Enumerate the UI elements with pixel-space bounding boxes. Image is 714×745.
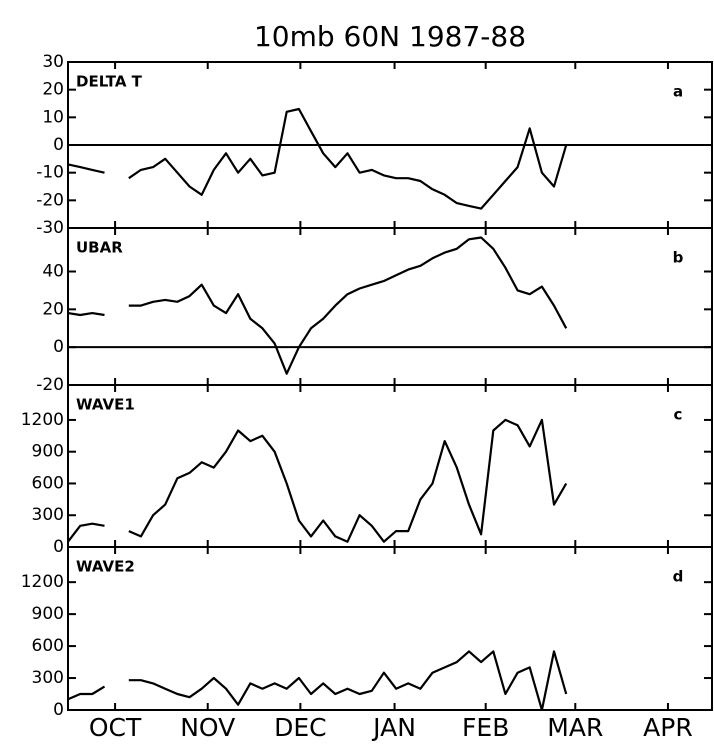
x-tick-label: APR [643, 713, 693, 742]
y-tick-label: 900 [32, 442, 64, 462]
y-tick-label: -20 [36, 190, 64, 210]
data-line [67, 236, 568, 375]
x-tick-label: OCT [89, 713, 142, 742]
y-tick-label: 900 [32, 604, 64, 624]
panel-frame [67, 384, 713, 548]
y-tick-label: -10 [36, 163, 64, 183]
panel-label: DELTA T [76, 73, 143, 91]
x-tick-label: NOV [180, 713, 235, 742]
y-tick-label: 40 [42, 262, 64, 282]
chart-title: 10mb 60N 1987-88 [254, 20, 526, 53]
y-tick-label: 20 [42, 80, 64, 100]
y-tick-label: 30 [42, 52, 64, 72]
y-tick-label: 600 [32, 636, 64, 656]
data-line [67, 107, 568, 210]
y-tick-label: 10 [42, 107, 64, 127]
panel-label: WAVE1 [76, 396, 135, 414]
y-tick-label: 1200 [21, 410, 64, 430]
y-tick-label: 300 [32, 668, 64, 688]
y-tick-label: 600 [32, 473, 64, 493]
y-tick-label: -20 [36, 375, 64, 395]
data-line [67, 418, 568, 543]
panel-letter: a [673, 83, 683, 101]
y-tick-label: 0 [53, 337, 64, 357]
y-tick-label: -30 [36, 218, 64, 238]
panel-letter: c [674, 406, 683, 424]
x-tick-label: DEC [274, 713, 327, 742]
panel-label: UBAR [76, 239, 123, 257]
panel-frame [67, 227, 713, 386]
panel-frame [67, 546, 713, 711]
y-tick-label: 0 [53, 700, 64, 720]
panel-letter: b [673, 249, 684, 267]
x-tick-label: MAR [547, 713, 603, 742]
y-tick-label: 0 [53, 135, 64, 155]
x-tick-label: JAN [371, 713, 416, 742]
y-tick-label: 20 [42, 299, 64, 319]
y-tick-label: 1200 [21, 572, 64, 592]
panel-label: WAVE2 [76, 558, 135, 576]
x-tick-label: FEB [462, 713, 509, 742]
y-tick-label: 0 [53, 537, 64, 557]
panel-letter: d [673, 568, 684, 586]
data-line [67, 650, 568, 712]
y-tick-label: 300 [32, 505, 64, 525]
